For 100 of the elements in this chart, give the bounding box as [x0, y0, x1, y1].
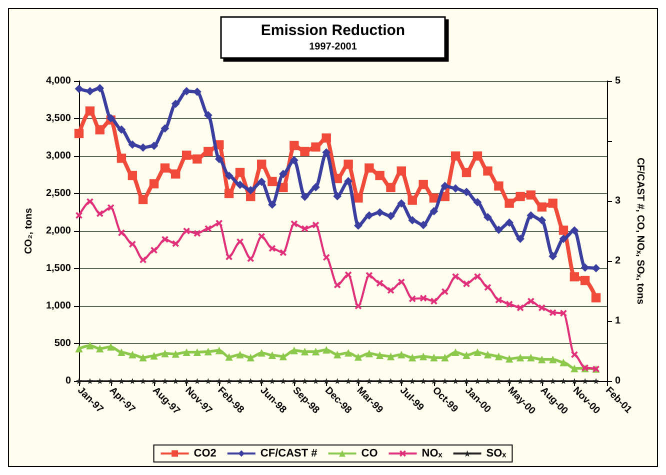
point: [74, 128, 84, 138]
y2-axis-title: CF/CAST #, CO, NOₓ, SOₓ, tons: [634, 158, 646, 305]
point: [463, 280, 470, 288]
y-tick-label: 0: [65, 376, 72, 386]
point: [570, 364, 578, 372]
point: [451, 184, 460, 193]
point: [225, 353, 233, 361]
point: [86, 378, 93, 384]
point: [334, 378, 340, 384]
point: [354, 353, 362, 361]
point: [376, 351, 384, 359]
point: [408, 354, 416, 362]
point: [494, 226, 503, 234]
point: [258, 233, 266, 240]
point: [106, 114, 116, 122]
point: [386, 182, 396, 192]
point: [538, 378, 545, 384]
point: [311, 142, 320, 152]
point: [452, 273, 459, 280]
point: [194, 378, 200, 384]
point: [312, 222, 320, 228]
point: [516, 192, 525, 202]
point: [528, 378, 534, 384]
point: [246, 354, 254, 362]
point: [398, 278, 405, 286]
point: [226, 253, 232, 260]
point: [160, 124, 170, 133]
point: [472, 151, 482, 161]
point: [86, 342, 94, 350]
point: [474, 348, 482, 356]
point: [204, 225, 212, 232]
point: [538, 216, 546, 224]
point: [151, 378, 158, 384]
point: [452, 378, 459, 384]
point: [397, 199, 406, 208]
point: [549, 356, 557, 364]
point: [257, 178, 266, 186]
point: [322, 346, 330, 354]
point: [268, 351, 276, 359]
point: [473, 198, 482, 206]
point: [526, 190, 536, 200]
point: [258, 378, 265, 384]
point: [419, 220, 428, 230]
point: [494, 181, 504, 191]
legend-label: SOₓ: [486, 448, 508, 460]
point: [129, 240, 136, 248]
point: [333, 192, 342, 200]
point: [334, 350, 342, 358]
point: [591, 293, 601, 302]
point: [302, 378, 308, 384]
point: [96, 378, 103, 384]
point: [548, 252, 558, 260]
point: [301, 225, 308, 232]
point: [430, 298, 438, 305]
point: [172, 378, 179, 384]
point: [150, 352, 158, 360]
point: [128, 350, 136, 358]
point: [257, 160, 266, 169]
point: [440, 182, 450, 190]
point: [484, 350, 492, 358]
point: [322, 148, 331, 157]
point: [364, 163, 374, 173]
point: [138, 143, 148, 152]
point: [430, 207, 438, 216]
point: [290, 140, 299, 150]
point: [549, 309, 556, 316]
point: [516, 354, 524, 362]
point: [160, 163, 170, 173]
y-tick-label: 500: [54, 338, 72, 349]
point: [236, 350, 244, 358]
point: [388, 378, 394, 384]
y-tick-label: 2,500: [46, 188, 72, 199]
point: [258, 349, 266, 357]
point: [184, 378, 190, 384]
point: [571, 351, 578, 358]
point: [387, 287, 394, 294]
point: [462, 168, 472, 178]
point: [506, 300, 513, 308]
point: [560, 358, 568, 366]
point: [149, 179, 159, 188]
point: [108, 378, 114, 384]
point: [496, 378, 502, 384]
point: [237, 378, 244, 384]
point: [216, 378, 222, 384]
point: [214, 154, 224, 164]
point: [354, 221, 362, 230]
point: [290, 220, 298, 228]
point: [118, 348, 126, 356]
point: [75, 344, 83, 352]
point: [172, 240, 180, 247]
point: [516, 304, 524, 312]
point: [354, 193, 363, 203]
point: [506, 378, 512, 384]
point: [76, 212, 82, 219]
point: [582, 378, 588, 384]
point: [107, 343, 115, 351]
point: [474, 273, 481, 280]
point: [322, 254, 330, 261]
point: [193, 88, 202, 96]
point: [474, 378, 480, 384]
